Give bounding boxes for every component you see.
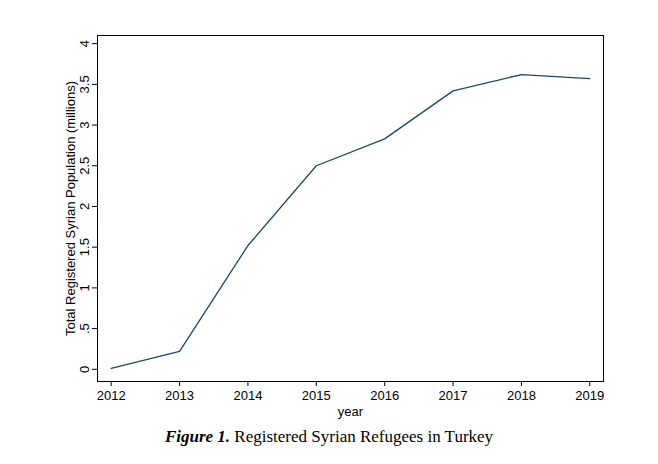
svg-text:Total Registered Syrian Popula: Total Registered Syrian Population (mill… <box>63 81 78 336</box>
svg-text:2016: 2016 <box>370 388 399 403</box>
html-text:Figure 1. Registered Syrian Re: Figure 1. Registered Syrian Refugees in … <box>164 427 494 446</box>
svg-text:2017: 2017 <box>439 388 468 403</box>
svg-text:4: 4 <box>77 40 92 47</box>
svg-text:1: 1 <box>77 284 92 291</box>
svg-text:3: 3 <box>77 121 92 128</box>
svg-text:2019: 2019 <box>575 388 604 403</box>
svg-text:.5: .5 <box>77 323 92 334</box>
svg-text:3.5: 3.5 <box>77 75 92 93</box>
svg-text:year: year <box>338 404 364 419</box>
svg-text:2.5: 2.5 <box>77 157 92 175</box>
svg-text:1.5: 1.5 <box>77 238 92 256</box>
svg-text:2014: 2014 <box>233 388 262 403</box>
svg-text:2018: 2018 <box>507 388 536 403</box>
svg-text:2013: 2013 <box>165 388 194 403</box>
svg-text:2: 2 <box>77 203 92 210</box>
svg-text:2015: 2015 <box>302 388 331 403</box>
svg-text:2012: 2012 <box>97 388 126 403</box>
svg-text:0: 0 <box>77 366 92 373</box>
